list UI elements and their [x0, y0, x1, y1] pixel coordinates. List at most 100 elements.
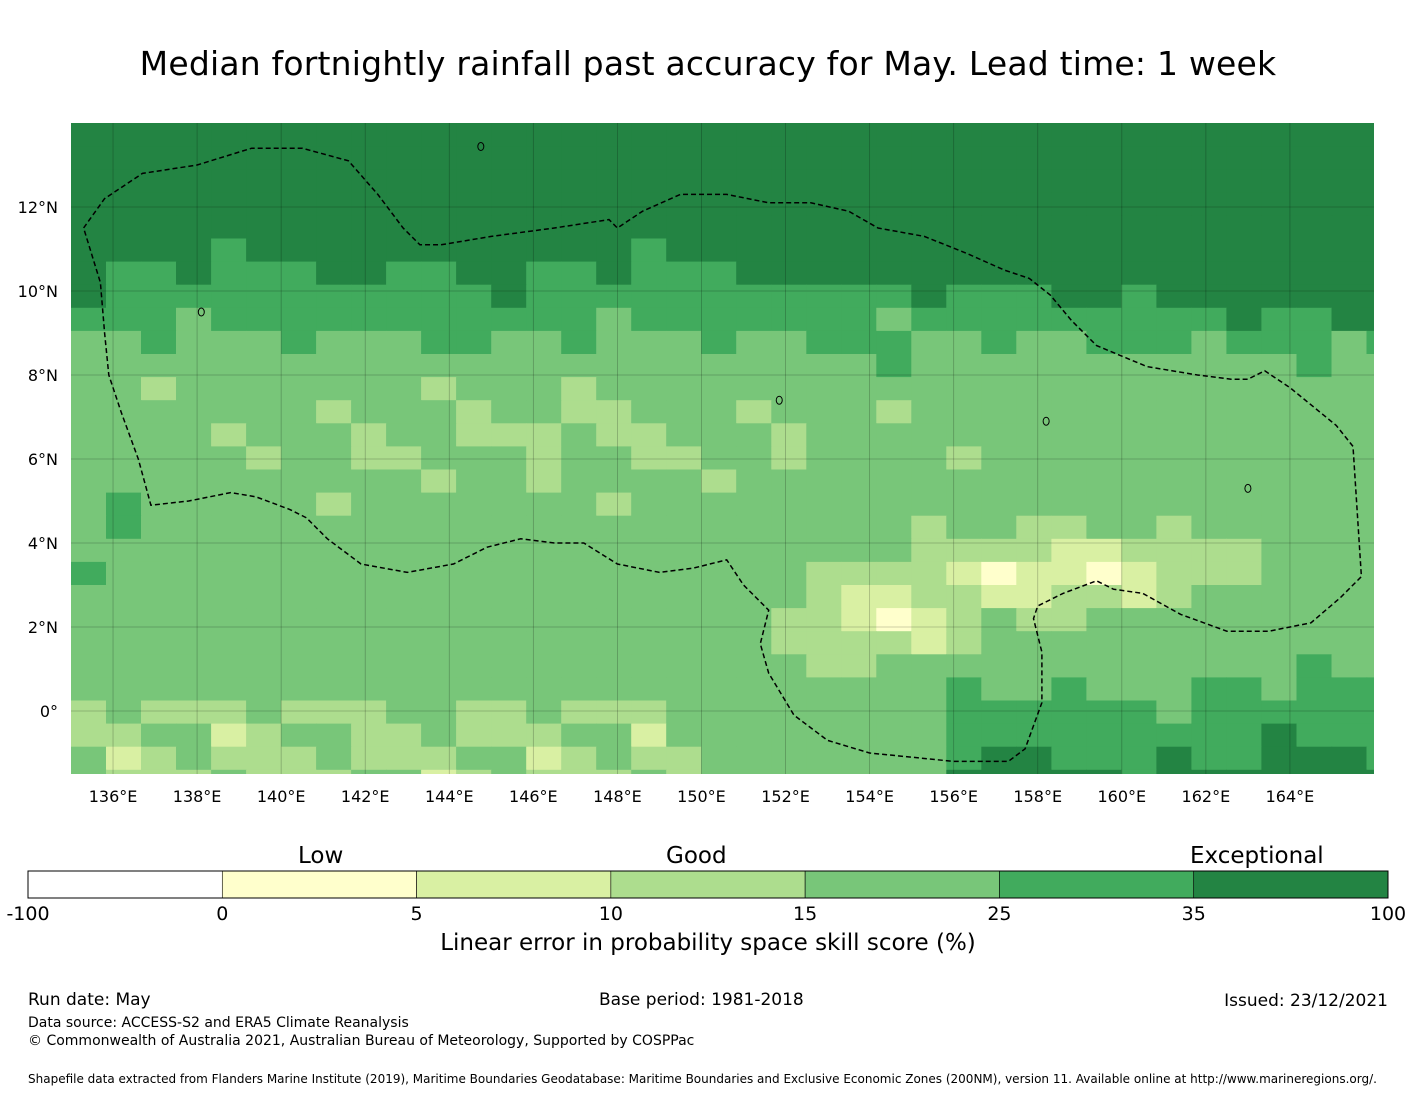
grid-cell — [666, 215, 702, 240]
grid-cell — [71, 561, 107, 586]
grid-cell — [421, 515, 457, 540]
grid-cell — [771, 723, 807, 748]
grid-cell — [1191, 146, 1227, 170]
grid-cell — [316, 377, 352, 401]
grid-cell — [176, 330, 212, 355]
lon-tick-label: 136°E — [89, 787, 138, 806]
grid-cell — [1121, 723, 1157, 748]
grid-cell — [1086, 746, 1122, 771]
grid-cell — [141, 423, 177, 447]
grid-cell — [701, 354, 737, 378]
grid-cell — [1191, 654, 1227, 678]
grid-cell — [1156, 677, 1192, 702]
grid-cell — [1086, 700, 1122, 725]
grid-cell — [456, 769, 492, 774]
grid-cell — [1051, 654, 1087, 678]
grid-cell — [946, 631, 982, 655]
grid-cell — [211, 215, 247, 240]
grid-cell — [876, 538, 912, 563]
grid-cell — [1296, 192, 1333, 216]
grid-cell — [281, 284, 317, 309]
grid-cell — [1121, 561, 1157, 586]
grid-cell — [491, 261, 527, 286]
grid-cell — [1296, 446, 1333, 471]
grid-cell — [911, 654, 947, 678]
grid-cell — [106, 284, 142, 309]
grid-cell — [666, 284, 702, 309]
grid-cell — [876, 423, 912, 447]
grid-cell — [1121, 769, 1157, 774]
grid-cell — [1016, 192, 1052, 216]
grid-cell — [386, 215, 422, 240]
grid-cell — [421, 469, 457, 494]
grid-cell — [1226, 561, 1262, 586]
grid-cell — [1366, 769, 1374, 774]
grid-cell — [666, 700, 702, 725]
grid-cell — [1051, 215, 1087, 240]
grid-cell — [841, 538, 877, 563]
grid-cell — [981, 123, 1017, 147]
grid-cell — [1156, 700, 1192, 725]
grid-cell — [106, 377, 142, 401]
latitude-tick-labels: 0° 2°N 4°N 6°N 8°N 10°N 12°N — [18, 198, 58, 721]
grid-cell — [631, 469, 667, 494]
grid-cell — [701, 423, 737, 447]
colorbar-swatch — [221, 870, 417, 899]
grid-cell — [1191, 400, 1227, 424]
grid-cell — [1156, 608, 1192, 632]
grid-cell — [1156, 446, 1192, 471]
grid-cell — [596, 538, 632, 563]
grid-cell — [141, 585, 177, 609]
grid-cell — [71, 608, 107, 632]
grid-cell — [281, 608, 317, 632]
grid-cell — [421, 677, 457, 702]
grid-cell — [1261, 631, 1297, 655]
grid-cell — [666, 400, 702, 424]
grid-cell — [1366, 169, 1374, 193]
shapefile-note: Shapefile data extracted from Flanders M… — [28, 1072, 1377, 1086]
grid-cell — [1016, 746, 1052, 771]
grid-cell — [806, 354, 842, 378]
grid-cell — [771, 469, 807, 494]
grid-cell — [526, 654, 562, 678]
grid-cell — [701, 169, 737, 193]
grid-cell — [771, 631, 807, 655]
grid-cell — [841, 700, 877, 725]
grid-cell — [141, 238, 177, 263]
grid-cell — [806, 238, 842, 263]
grid-cell — [771, 377, 807, 401]
grid-cell — [351, 307, 387, 332]
grid-cell — [561, 123, 597, 147]
grid-cell — [981, 215, 1017, 240]
grid-cell — [246, 492, 282, 517]
grid-cell — [351, 469, 387, 494]
grid-cell — [946, 700, 982, 725]
grid-cell — [1051, 192, 1087, 216]
grid-cell — [701, 377, 737, 401]
grid-cell — [1331, 169, 1368, 193]
colorbar-swatch — [999, 870, 1195, 899]
grid-cell — [1156, 400, 1192, 424]
grid-cell — [701, 561, 737, 586]
grid-cell — [876, 723, 912, 748]
grid-cell — [736, 492, 772, 517]
grid-cell — [771, 654, 807, 678]
grid-cell — [351, 538, 387, 563]
grid-cell — [351, 146, 387, 170]
grid-cell — [351, 561, 387, 586]
grid-cell — [386, 330, 422, 355]
grid-cell — [911, 700, 947, 725]
grid-cell — [1261, 215, 1297, 240]
grid-cell — [946, 677, 982, 702]
grid-cell — [456, 123, 492, 147]
grid-cell — [351, 723, 387, 748]
grid-cell — [1016, 307, 1052, 332]
grid-cell — [456, 215, 492, 240]
grid-cell — [666, 769, 702, 774]
grid-cell — [631, 515, 667, 540]
grid-cell — [946, 446, 982, 471]
grid-cell — [806, 492, 842, 517]
grid-cell — [176, 515, 212, 540]
grid-cell — [526, 492, 562, 517]
grid-cell — [456, 723, 492, 748]
